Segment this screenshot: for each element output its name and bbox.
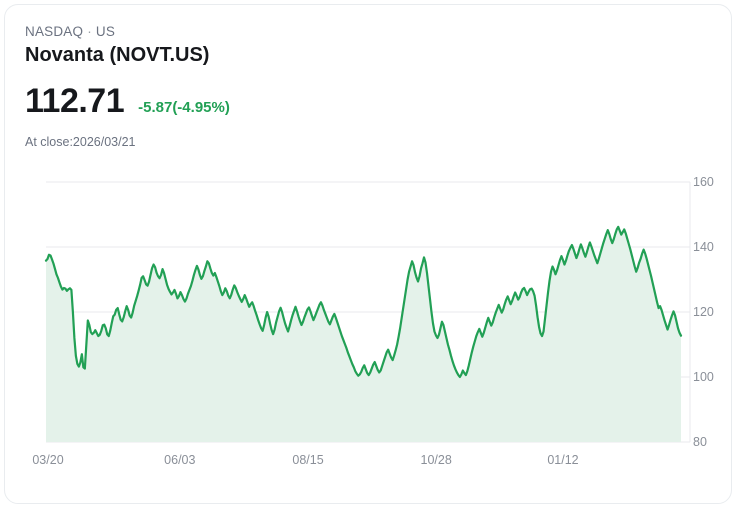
y-axis-tick-100: 100 (693, 370, 714, 384)
y-axis-tick-140: 140 (693, 240, 714, 254)
price-line (44, 225, 683, 379)
y-axis-tick-160: 160 (693, 175, 714, 189)
y-axis-tick-120: 120 (693, 305, 714, 319)
region-label: US (95, 24, 116, 39)
x-axis-tick-06-03: 06/03 (164, 453, 196, 467)
quote-header: NASDAQ · US Novanta (NOVT.US) 112.71 -5.87… (25, 23, 525, 150)
price-row: 112.71 -5.87(-4.95%) (25, 82, 525, 120)
stock-quote-card: NASDAQ · US Novanta (NOVT.US) 112.71 -5.87… (4, 4, 732, 504)
x-axis-tick-03-20: 03/20 (32, 453, 64, 467)
price-area-fill (46, 226, 681, 442)
current-price: 112.71 (25, 82, 125, 120)
price-change: -5.87(-4.95%) (138, 99, 230, 116)
y-axis-labels: 80 100 120 140 160 (690, 165, 731, 455)
price-chart-svg[interactable] (5, 165, 732, 485)
exchange-row: NASDAQ · US (25, 23, 525, 41)
x-axis-tick-01-12: 01/12 (547, 453, 579, 467)
page-title: Novanta (NOVT.US) (25, 44, 210, 66)
y-axis-tick-80: 80 (693, 435, 707, 449)
price-chart[interactable]: 80 100 120 140 160 03/20 06/03 08/15 10/28 01/12 (5, 165, 732, 485)
exchange-separator: · (87, 24, 92, 39)
x-axis-tick-10-28: 10/28 (420, 453, 452, 467)
x-axis-labels: 03/20 06/03 08/15 10/28 01/12 (5, 453, 731, 477)
x-axis-tick-08-15: 08/15 (292, 453, 324, 467)
close-timestamp: At close:2026/03/21 (25, 135, 136, 149)
exchange-name: NASDAQ (25, 24, 84, 39)
